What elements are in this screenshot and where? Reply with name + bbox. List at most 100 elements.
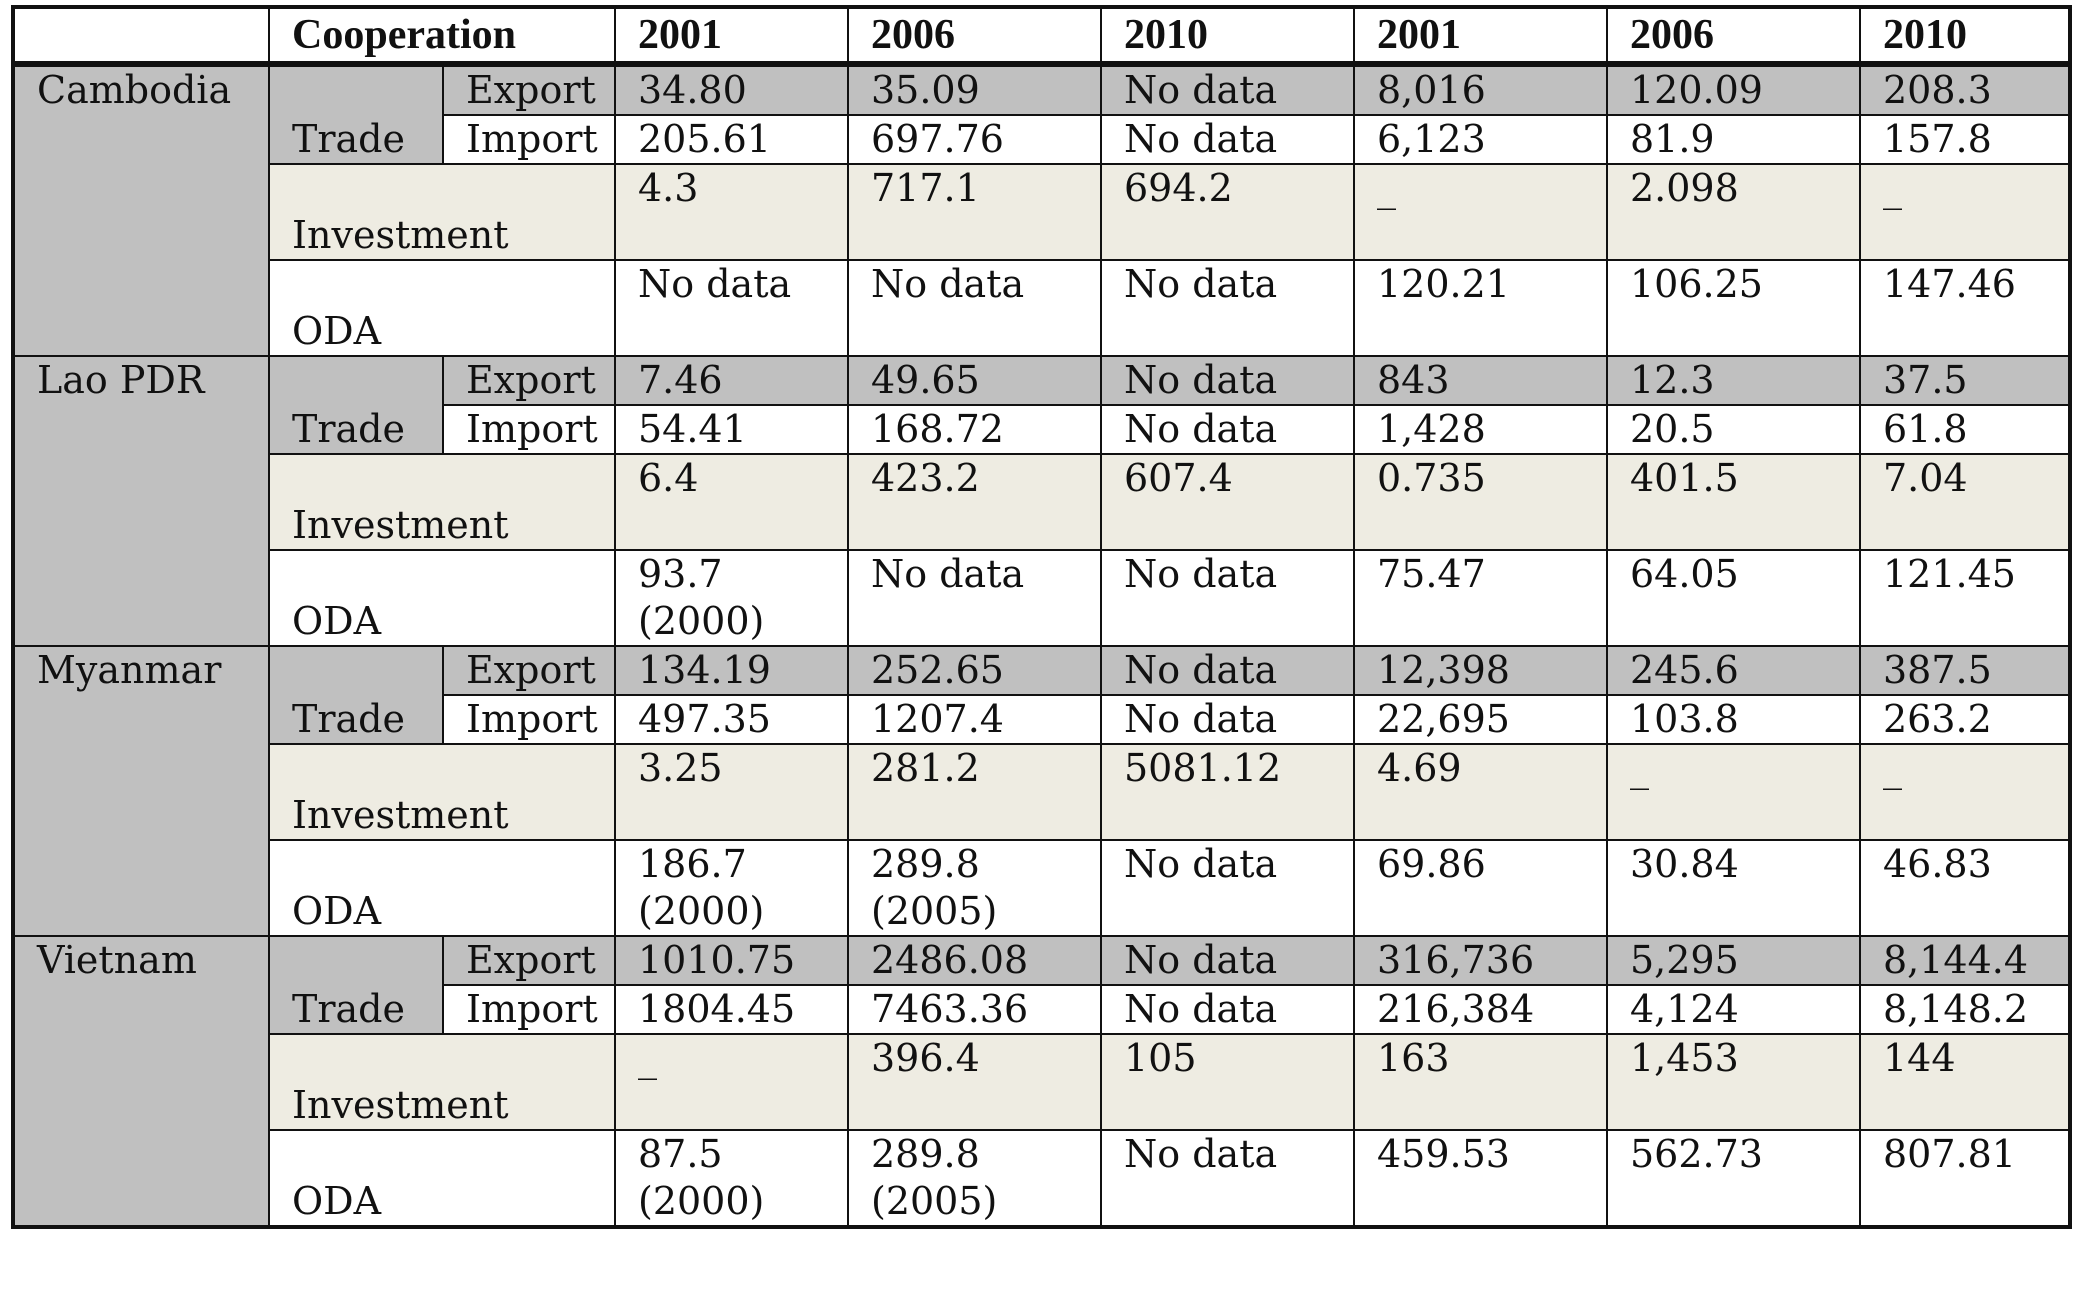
oda-value-line: 459.53	[1377, 1132, 1510, 1176]
import-value: 6,123	[1353, 114, 1608, 165]
table-row: ODA No data No data No data 120.21 106.25 147.…	[13, 259, 2072, 357]
trade-label: Trade	[268, 63, 444, 165]
export-value: 8,016	[1353, 63, 1608, 116]
header-year: 2001	[614, 5, 849, 67]
investment-value: 105	[1100, 1033, 1355, 1131]
oda-value: No data	[1100, 1129, 1355, 1229]
oda-value-line: 106.25	[1630, 262, 1763, 306]
import-value: No data	[1100, 114, 1355, 165]
import-value: 1,428	[1353, 404, 1608, 455]
header-year: 2001	[1353, 5, 1608, 67]
import-label: Import	[442, 984, 616, 1035]
investment-value: _	[1606, 743, 1861, 841]
investment-value: 694.2	[1100, 163, 1355, 261]
export-value: 208.3	[1859, 63, 2072, 116]
oda-value: 289.8 (2005)	[847, 839, 1102, 937]
import-value: 4,124	[1606, 984, 1861, 1035]
export-value: No data	[1100, 645, 1355, 696]
import-value: 205.61	[614, 114, 849, 165]
export-value: 7.46	[614, 355, 849, 406]
oda-value-line: 147.46	[1883, 262, 2016, 306]
export-value: 8,144.4	[1859, 935, 2072, 986]
oda-value-line: 807.81	[1883, 1132, 2016, 1176]
oda-value: No data	[1100, 839, 1355, 937]
investment-value: 5081.12	[1100, 743, 1355, 841]
export-value: No data	[1100, 63, 1355, 116]
investment-value: 2.098	[1606, 163, 1861, 261]
table-row: Cambodia Trade Export 34.80 35.09 No data 8,01…	[11, 63, 2072, 357]
export-label: Export	[442, 645, 616, 696]
oda-value: 120.21	[1353, 259, 1608, 357]
export-label: Export	[442, 355, 616, 406]
investment-label: Investment	[268, 163, 616, 261]
import-value: No data	[1100, 404, 1355, 455]
investment-value: 281.2	[847, 743, 1102, 841]
trade-label: Trade	[268, 645, 444, 745]
investment-value: 396.4	[847, 1033, 1102, 1131]
oda-value: 807.81	[1859, 1129, 2072, 1229]
oda-value: 30.84	[1606, 839, 1861, 937]
export-value: 134.19	[614, 645, 849, 696]
investment-value: 423.2	[847, 453, 1102, 551]
export-value: 387.5	[1859, 645, 2072, 696]
export-value: 34.80	[614, 63, 849, 116]
import-value: 22,695	[1353, 694, 1608, 745]
import-label: Import	[442, 404, 616, 455]
table-row: Vietnam Trade Export 1010.75 2486.08 No data 3…	[11, 935, 2072, 1229]
oda-value-line: 64.05	[1630, 552, 1739, 596]
export-value: 12,398	[1353, 645, 1608, 696]
header-row: Cooperation 2001 2006 2010 2001 2006 201…	[11, 5, 2072, 67]
oda-value: No data	[1100, 259, 1355, 357]
oda-label: ODA	[268, 839, 616, 937]
table-row: Investment 6.4 423.2 607.4 0.735 401.5 7.04	[13, 453, 2072, 551]
import-value: 697.76	[847, 114, 1102, 165]
oda-value: 93.7 (2000)	[614, 549, 849, 647]
oda-value: 75.47	[1353, 549, 1608, 647]
investment-label: Investment	[268, 1033, 616, 1131]
table-row: Import 54.41 168.72 No data 1,428 20.5 61.8	[13, 404, 2072, 455]
oda-value-line: No data	[1124, 262, 1278, 306]
export-value: 245.6	[1606, 645, 1861, 696]
oda-label: ODA	[268, 1129, 616, 1229]
oda-value-line: (2005)	[871, 889, 998, 933]
export-value: 252.65	[847, 645, 1102, 696]
import-value: 54.41	[614, 404, 849, 455]
oda-value-line: 121.45	[1883, 552, 2016, 596]
oda-value: No data	[614, 259, 849, 357]
oda-value-line: (2000)	[638, 1179, 765, 1223]
import-value: 216,384	[1353, 984, 1608, 1035]
trade-label: Trade	[268, 935, 444, 1035]
export-value: 35.09	[847, 63, 1102, 116]
oda-label: ODA	[268, 549, 616, 647]
investment-value: _	[1353, 163, 1608, 261]
investment-value: 401.5	[1606, 453, 1861, 551]
header-cooperation: Cooperation	[268, 5, 616, 67]
oda-value: 69.86	[1353, 839, 1608, 937]
oda-value: 106.25	[1606, 259, 1861, 357]
table-row: Investment 3.25 281.2 5081.12 4.69 _ _	[13, 743, 2072, 841]
import-value: 168.72	[847, 404, 1102, 455]
investment-value: 4.69	[1353, 743, 1608, 841]
table-row: Import 205.61 697.76 No data 6,123 81.9 157.8	[13, 114, 2072, 165]
header-corner	[11, 5, 270, 67]
table-row: Investment 4.3 717.1 694.2 _ 2.098 _	[13, 163, 2072, 261]
table-row: Lao PDR Trade Export 7.46 49.65 No data 843 12.…	[11, 355, 2072, 647]
oda-value: 64.05	[1606, 549, 1861, 647]
oda-value-line: 289.8	[871, 842, 980, 886]
oda-value-line: No data	[1124, 552, 1278, 596]
import-value: 263.2	[1859, 694, 2072, 745]
investment-value: _	[614, 1033, 849, 1131]
table-row: Myanmar Trade Export 134.19 252.65 No data 12,…	[11, 645, 2072, 937]
oda-value-line: No data	[1124, 842, 1278, 886]
header-year: 2006	[847, 5, 1102, 67]
import-value: No data	[1100, 694, 1355, 745]
investment-value: 7.04	[1859, 453, 2072, 551]
oda-value: 121.45	[1859, 549, 2072, 647]
oda-value: 186.7 (2000)	[614, 839, 849, 937]
investment-label: Investment	[268, 453, 616, 551]
export-value: 1010.75	[614, 935, 849, 986]
oda-value: 87.5 (2000)	[614, 1129, 849, 1229]
import-value: 61.8	[1859, 404, 2072, 455]
investment-value: 144	[1859, 1033, 2072, 1131]
import-value: 81.9	[1606, 114, 1861, 165]
